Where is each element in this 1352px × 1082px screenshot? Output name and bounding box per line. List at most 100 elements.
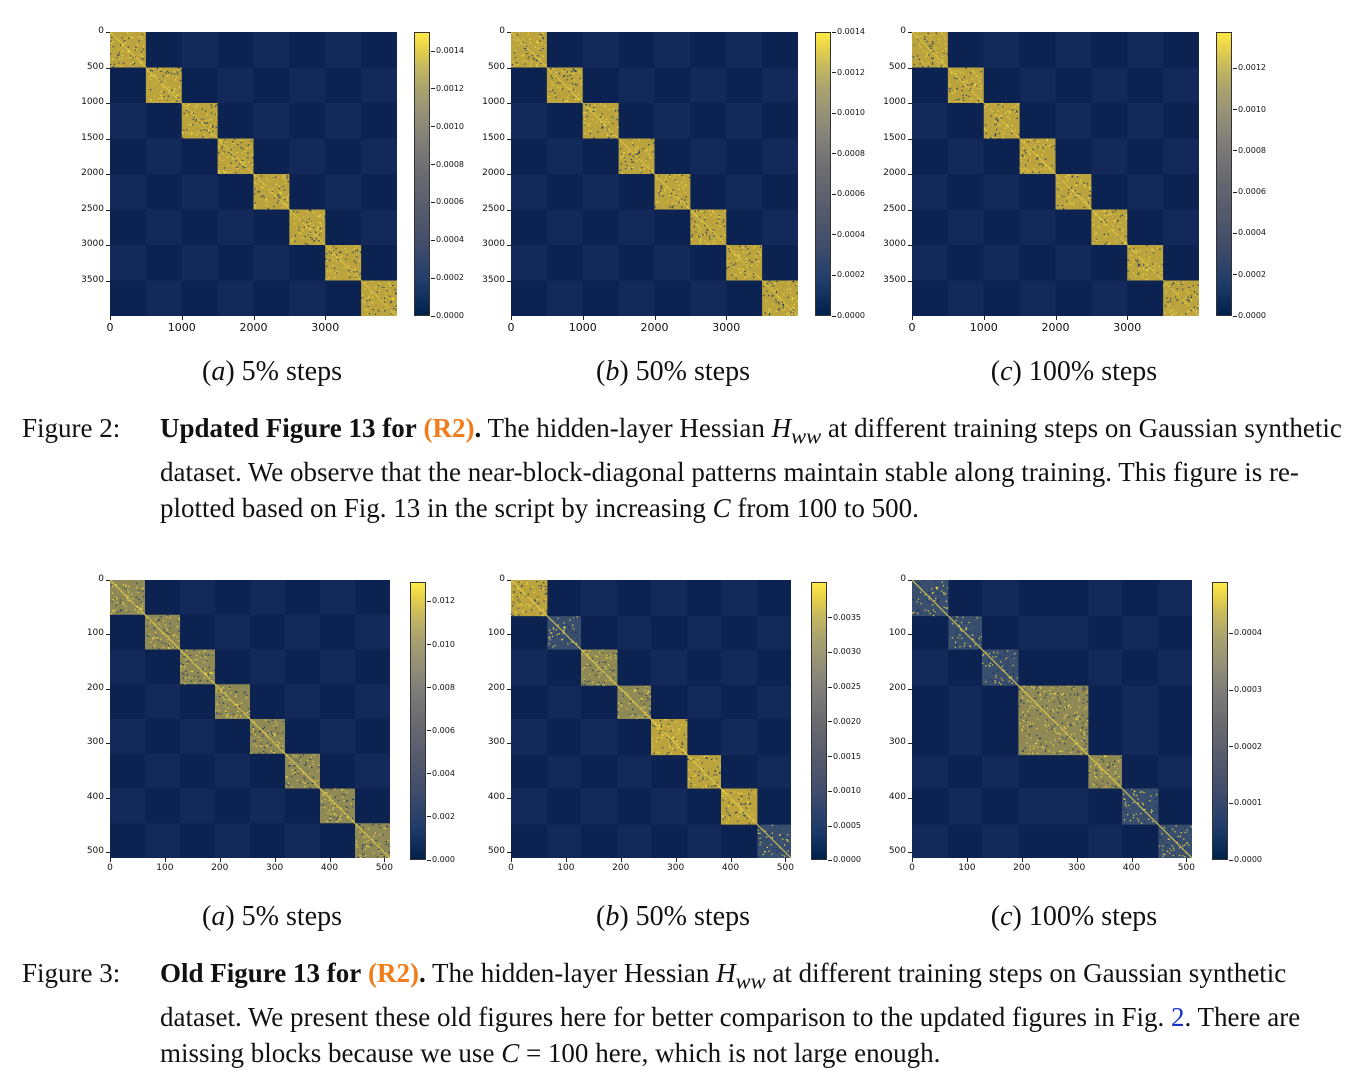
speckle [1117, 225, 1119, 227]
speckle [664, 731, 666, 733]
speckle [270, 750, 272, 752]
speckle [968, 621, 970, 624]
speckle [538, 585, 540, 587]
speckle [1015, 110, 1017, 112]
speckle [1098, 786, 1100, 788]
speckle [575, 98, 577, 100]
speckle [319, 227, 321, 230]
speckle [315, 237, 317, 240]
speckle [652, 724, 654, 726]
x-tick-label: 200 [612, 863, 630, 873]
speckle [141, 603, 143, 605]
speckle [984, 106, 986, 108]
offdiag-block [947, 245, 984, 281]
speckle [1118, 776, 1120, 778]
speckle [115, 596, 117, 599]
speckle [955, 641, 957, 643]
speckle [592, 109, 594, 111]
speckle [737, 820, 739, 822]
speckle [230, 692, 232, 694]
speckle [969, 645, 971, 648]
speckle [1046, 139, 1049, 142]
figure-2-link[interactable]: 2 [1171, 1002, 1185, 1033]
reviewer-ref[interactable]: (R2) [367, 958, 419, 988]
speckle [1029, 154, 1032, 156]
speckle [1039, 737, 1042, 739]
y-tick-mark [908, 67, 912, 69]
speckle [656, 738, 658, 740]
speckle [1100, 219, 1102, 221]
speckle [148, 635, 150, 637]
offdiag-block [1018, 755, 1089, 789]
speckle [1029, 706, 1031, 708]
speckle [1027, 706, 1030, 708]
speckle [189, 654, 191, 657]
speckle [332, 265, 334, 267]
speckle [1083, 182, 1085, 184]
speckle [1035, 742, 1038, 744]
speckle [571, 83, 574, 85]
speckle [733, 791, 736, 793]
speckle [570, 636, 572, 639]
speckle [298, 229, 300, 231]
speckle [718, 772, 721, 774]
speckle [777, 299, 779, 301]
offdiag-block [253, 245, 290, 281]
speckle [1176, 299, 1178, 301]
speckle [544, 593, 547, 595]
speckle [1077, 753, 1079, 755]
speckle [326, 265, 328, 267]
speckle [137, 607, 139, 609]
speckle [316, 233, 319, 235]
speckle [993, 103, 995, 105]
y-tick-mark [106, 688, 110, 690]
speckle [722, 818, 724, 820]
speckle [364, 308, 367, 310]
speckle [546, 592, 548, 595]
speckle [345, 805, 347, 808]
speckle [915, 36, 917, 38]
speckle [394, 304, 396, 306]
speckle [1172, 309, 1174, 312]
offdiag-block [546, 280, 583, 316]
y-tick-mark [908, 743, 912, 745]
speckle [796, 300, 798, 302]
offdiag-block [511, 616, 548, 650]
offdiag-block [1019, 280, 1056, 316]
speckle [769, 283, 771, 285]
speckle [529, 604, 531, 606]
speckle [620, 704, 622, 706]
speckle [540, 42, 543, 44]
offdiag-block [581, 580, 618, 617]
speckle [255, 730, 257, 732]
speckle [1171, 828, 1174, 830]
speckle [1081, 748, 1083, 750]
speckle [602, 660, 604, 663]
main-diagonal [110, 580, 390, 858]
speckle [656, 751, 658, 753]
speckle [980, 636, 982, 638]
speckle [1100, 785, 1103, 787]
speckle [572, 624, 574, 626]
speckle [690, 235, 693, 237]
speckle [760, 254, 762, 256]
speckle [188, 123, 190, 126]
offdiag-block [355, 684, 390, 719]
speckle [518, 595, 520, 597]
speckle [252, 730, 254, 732]
speckle [1118, 761, 1120, 763]
speckle [1125, 805, 1128, 807]
speckle [299, 756, 302, 758]
reviewer-ref[interactable]: (R2) [423, 413, 475, 443]
speckle [333, 267, 336, 269]
speckle [1114, 778, 1116, 780]
x-tick-mark [1131, 858, 1133, 862]
speckle [304, 235, 306, 238]
speckle [651, 172, 653, 175]
speckle [218, 169, 220, 172]
speckle [1050, 144, 1052, 146]
speckle [329, 809, 331, 811]
speckle [185, 677, 187, 679]
speckle [133, 48, 136, 50]
speckle [926, 52, 929, 54]
